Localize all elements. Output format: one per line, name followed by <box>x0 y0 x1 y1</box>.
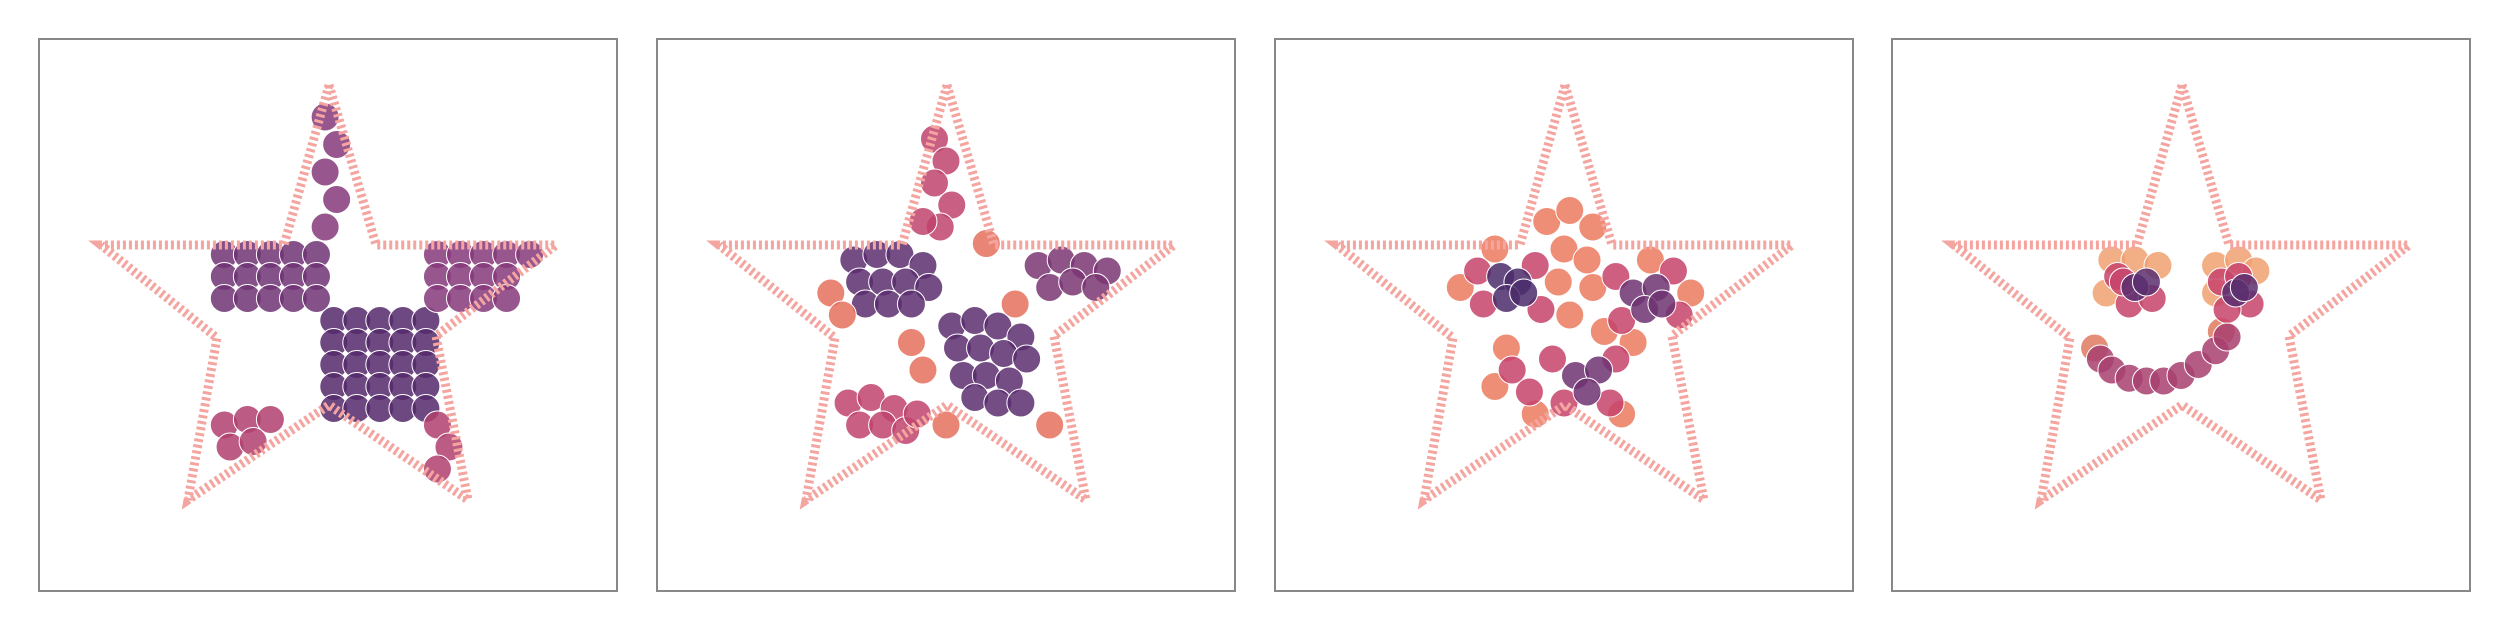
point <box>1514 377 1544 407</box>
point <box>301 284 331 313</box>
point <box>1572 377 1602 407</box>
point <box>1497 355 1527 385</box>
point <box>1647 289 1677 319</box>
point <box>2212 322 2242 352</box>
point <box>1006 388 1036 418</box>
point <box>896 328 926 357</box>
point <box>310 212 340 242</box>
panel <box>1891 38 2471 592</box>
point <box>908 355 938 385</box>
point <box>2229 273 2259 302</box>
point <box>1035 410 1065 440</box>
point <box>919 168 949 198</box>
point <box>255 405 285 434</box>
scatter-plot <box>1324 68 1806 510</box>
point <box>908 207 938 236</box>
point <box>322 185 352 214</box>
point <box>1543 267 1573 297</box>
point <box>1578 212 1608 242</box>
panel <box>1274 38 1854 592</box>
point <box>827 300 857 330</box>
point <box>1012 344 1042 374</box>
point <box>1555 196 1585 225</box>
scatter-plot <box>88 68 570 510</box>
point <box>310 157 340 187</box>
star-outline <box>1941 68 2423 510</box>
point <box>1572 245 1602 275</box>
point <box>2131 267 2161 297</box>
scatter-plot <box>1941 68 2423 510</box>
point <box>1000 289 1030 319</box>
point <box>1555 300 1585 330</box>
point <box>1509 278 1539 308</box>
point <box>896 289 926 319</box>
point <box>1537 344 1567 374</box>
scatter-plot <box>706 68 1188 510</box>
panel <box>38 38 618 592</box>
panel <box>656 38 1236 592</box>
